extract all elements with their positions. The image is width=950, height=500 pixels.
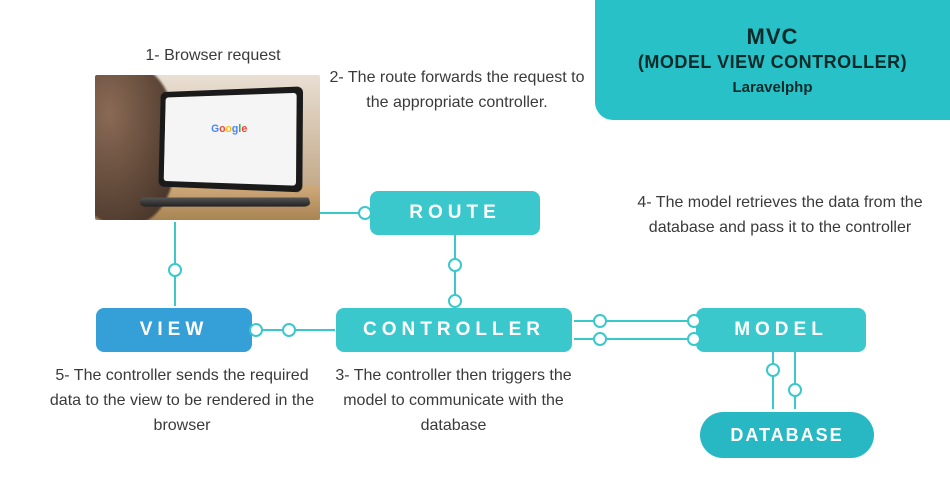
step-5-text: 5- The controller sends the required dat… <box>48 364 316 438</box>
node-route: ROUTE <box>370 191 540 235</box>
header-subtitle: (MODEL VIEW CONTROLLER) <box>638 52 907 73</box>
header-caption: Laravelphp <box>732 79 812 96</box>
header-panel: MVC (MODEL VIEW CONTROLLER) Laravelphp <box>595 0 950 120</box>
node-view: VIEW <box>96 308 252 352</box>
step-3-text: 3- The controller then triggers the mode… <box>316 364 591 438</box>
step-1-text: 1- Browser request <box>118 44 308 69</box>
node-controller: CONTROLLER <box>336 308 572 352</box>
node-database: DATABASE <box>700 412 874 458</box>
step-4-text: 4- The model retrieves the data from the… <box>635 191 925 241</box>
header-title: MVC <box>747 24 799 50</box>
node-model: MODEL <box>696 308 866 352</box>
step-2-text: 2- The route forwards the request to the… <box>327 66 587 116</box>
google-logo-icon: Google <box>211 123 247 135</box>
browser-photo: Google <box>95 75 320 220</box>
